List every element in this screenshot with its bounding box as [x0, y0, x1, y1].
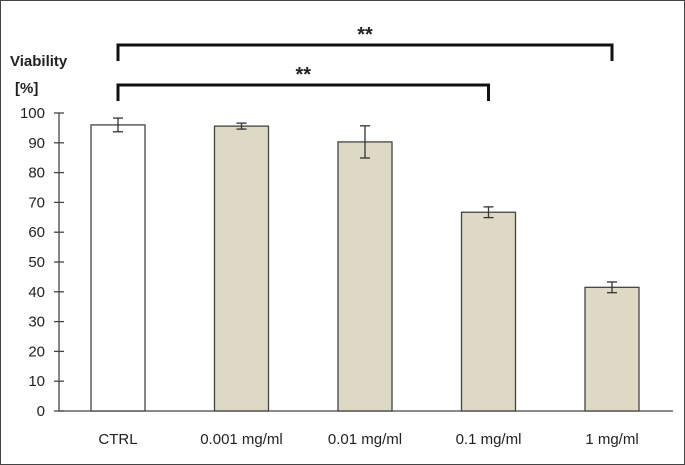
significance-bracket [116, 43, 614, 61]
bar-0-001-mg-ml [213, 125, 270, 412]
y-tick-label: 90 [28, 135, 45, 152]
y-tick-label: 60 [28, 224, 45, 241]
y-tick-label: 70 [28, 194, 45, 211]
y-tick-label: 0 [37, 403, 45, 420]
bar-0-01-mg-ml [337, 141, 393, 412]
significance-label: ** [357, 24, 373, 46]
bar-0-1-mg-ml [460, 211, 517, 412]
y-tick-label: 30 [28, 314, 45, 331]
x-tick-label: 0.001 mg/ml [200, 431, 283, 448]
y-tick-label: 40 [28, 284, 45, 301]
y-tick-label: 20 [28, 343, 45, 360]
significance-bracket [116, 83, 490, 101]
x-tick-label: 1 mg/ml [585, 431, 638, 448]
bar-1-mg-ml [584, 286, 640, 412]
bar-ctrl [90, 124, 146, 412]
y-tick-label: 100 [20, 105, 45, 122]
x-tick-label: CTRL [98, 431, 137, 448]
x-tick-label: 0.1 mg/ml [456, 431, 522, 448]
y-tick-label: 10 [28, 373, 45, 390]
y-axis-title-line2: [%] [15, 80, 39, 97]
y-tick-label: 80 [28, 165, 45, 182]
significance-label: ** [295, 64, 311, 86]
y-tick-label: 50 [28, 254, 45, 271]
y-axis-title-line1: Viability [10, 53, 68, 70]
x-tick-label: 0.01 mg/ml [328, 431, 402, 448]
